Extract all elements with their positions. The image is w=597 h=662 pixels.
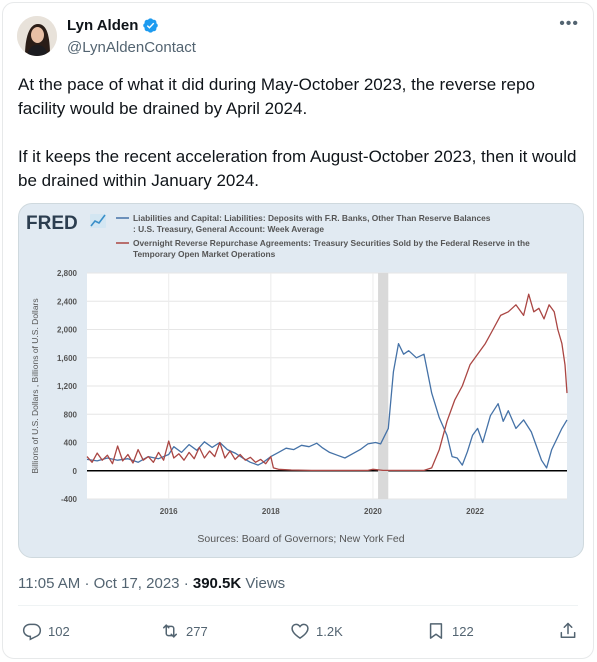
- chart-series: [86, 293, 568, 472]
- x-tick-label: 2022: [466, 507, 484, 516]
- action-bar: 102 277 1.2K 122: [18, 621, 584, 647]
- divider: [18, 605, 578, 606]
- avatar[interactable]: [17, 16, 57, 56]
- y-tick-label: 2,400: [57, 297, 78, 306]
- meta-separator-2: ·: [183, 575, 189, 592]
- chart-source: Sources: Board of Governors; New York Fe…: [197, 533, 404, 545]
- y-tick-label: 800: [64, 410, 78, 419]
- y-tick-label: -400: [61, 495, 78, 504]
- heart-icon: [291, 623, 309, 639]
- y-tick-label: 2,800: [57, 269, 78, 278]
- tweet-meta: 11:05 AM · Oct 17, 2023 · 390.5K Views: [18, 575, 285, 592]
- fred-chart: FRED Liabilities and Capital: Liabilitie…: [26, 213, 568, 545]
- repost-count: 277: [186, 623, 208, 639]
- recession-shading: [378, 273, 389, 499]
- legend-entry-1: Liabilities and Capital: Liabilities: De…: [133, 213, 491, 234]
- bookmark-button[interactable]: 122: [426, 621, 474, 641]
- like-count: 1.2K: [316, 623, 343, 639]
- y-tick-label: 1,600: [57, 354, 78, 363]
- verified-badge-icon: [143, 18, 159, 33]
- share-icon: [560, 622, 576, 638]
- series-line-1: [86, 342, 568, 469]
- y-tick-label: 2,000: [57, 326, 78, 335]
- bookmark-count: 122: [452, 623, 474, 639]
- x-tick-label: 2020: [364, 507, 382, 516]
- tweet-date[interactable]: Oct 17, 2023: [93, 575, 180, 592]
- repost-icon: [163, 624, 177, 638]
- views-count: 390.5K: [192, 575, 242, 592]
- share-button[interactable]: [558, 621, 578, 641]
- meta-separator: ·: [84, 575, 90, 592]
- y-axis-ticks: 2,800 2,400 2,000 1,600 1,200 800 400 0 -400: [57, 269, 78, 504]
- tweet-paragraph-1: At the pace of what it did during May-Oc…: [18, 75, 535, 118]
- reply-icon: [22, 623, 42, 641]
- fred-logo-graph-icon: [90, 214, 106, 228]
- repost-button[interactable]: 277: [160, 621, 208, 641]
- y-tick-label: 0: [73, 467, 78, 476]
- author-handle[interactable]: @LynAldenContact: [67, 39, 196, 56]
- chart-legend: Liabilities and Capital: Liabilities: De…: [116, 213, 532, 259]
- recession-band: [378, 273, 389, 499]
- tweet-paragraph-2: If it keeps the recent acceleration from…: [18, 147, 577, 190]
- bookmark-icon: [429, 623, 443, 639]
- like-button[interactable]: 1.2K: [290, 621, 343, 641]
- y-axis-label: Billions of U.S. Dollars , Billions of U…: [30, 298, 40, 473]
- views-label: Views: [245, 575, 286, 592]
- chart-grid: [87, 272, 567, 500]
- tweet-text: At the pace of what it did during May-Oc…: [18, 73, 583, 193]
- series-line-2: [86, 293, 568, 472]
- more-options-icon[interactable]: •••: [559, 15, 579, 32]
- author-name[interactable]: Lyn Alden: [67, 17, 139, 34]
- tweet-media-chart[interactable]: FRED Liabilities and Capital: Liabilitie…: [18, 203, 584, 558]
- author-name-row: Lyn Alden: [67, 17, 159, 34]
- x-tick-label: 2016: [160, 507, 178, 516]
- avatar-image-icon: [17, 16, 57, 56]
- legend-entry-2: Overnight Reverse Repurchase Agreements:…: [133, 238, 532, 259]
- y-tick-label: 1,200: [57, 382, 78, 391]
- reply-button[interactable]: 102: [22, 621, 70, 641]
- y-tick-label: 400: [64, 439, 78, 448]
- reply-count: 102: [48, 623, 70, 639]
- x-axis-ticks: 2016 2018 2020 2022: [160, 507, 485, 516]
- fred-logo: FRED: [26, 213, 78, 234]
- x-tick-label: 2018: [262, 507, 280, 516]
- tweet-time[interactable]: 11:05 AM: [18, 575, 81, 592]
